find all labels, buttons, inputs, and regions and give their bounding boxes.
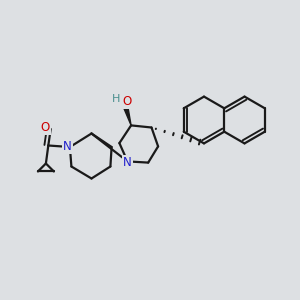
Text: O: O — [122, 95, 131, 108]
Text: N: N — [63, 140, 72, 154]
Polygon shape — [122, 102, 131, 125]
Text: H: H — [112, 94, 120, 104]
Text: N: N — [123, 156, 132, 169]
Text: O: O — [41, 121, 50, 134]
